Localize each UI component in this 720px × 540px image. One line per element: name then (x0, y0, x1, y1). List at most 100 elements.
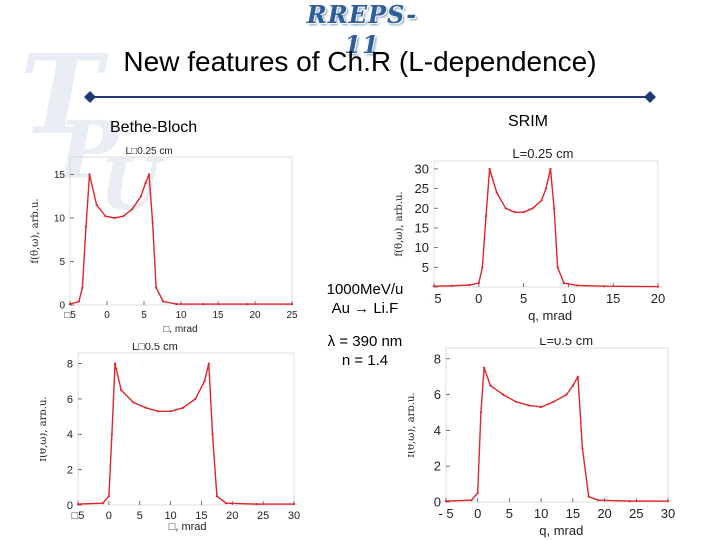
x-tick-label: 10 (175, 310, 187, 321)
data-point (101, 502, 104, 505)
energy-text: 1000MeV/u (326, 281, 404, 298)
data-point (203, 380, 206, 383)
data-point (246, 303, 249, 306)
data-point (483, 366, 486, 369)
y-tick-label: 0 (59, 301, 65, 312)
refractive-index-text: n = 1.4 (341, 352, 389, 369)
data-point (540, 406, 543, 409)
data-point (157, 410, 160, 413)
plot-frame (77, 352, 295, 506)
data-point (587, 495, 590, 498)
data-point (581, 447, 584, 450)
plot-title: L□0.25 cm (126, 146, 173, 157)
plot-frame (69, 156, 293, 306)
data-point (479, 411, 482, 414)
data-point (552, 400, 555, 403)
data-point (470, 499, 473, 502)
data-point (571, 384, 574, 387)
data-point (290, 303, 294, 306)
data-point (181, 406, 184, 409)
data-point (113, 216, 116, 219)
data-point (255, 503, 259, 506)
y-tick-label: 8 (67, 358, 73, 370)
y-tick-label: 25 (415, 181, 429, 196)
x-tick-label: 5 (137, 510, 143, 522)
x-tick-label: 25 (286, 310, 298, 321)
data-point (502, 393, 505, 396)
x-tick-label: 15 (606, 291, 620, 306)
y-tick-label: 6 (67, 394, 73, 406)
data-point (122, 215, 125, 218)
y-tick-label: 30 (415, 161, 429, 176)
series-line-0 (77, 362, 294, 505)
y-tick-label: 10 (54, 213, 66, 224)
plot-srim-025cm: - 505101520051015202530L=0.25 cmq, mradf… (394, 146, 665, 323)
y-tick-label: 15 (54, 170, 66, 181)
conference-logo: RREPS-11 (306, 0, 418, 59)
data-point (544, 187, 548, 190)
plot-frame (433, 160, 659, 288)
plot-frame (445, 347, 669, 503)
data-point (656, 285, 660, 288)
x-tick-label: 0 (106, 510, 112, 522)
x-tick-label: 0 (104, 310, 110, 321)
data-point (144, 182, 147, 185)
data-point (477, 282, 480, 285)
x-tick-label: 10 (561, 291, 575, 306)
data-point (81, 286, 84, 289)
data-point (151, 221, 154, 224)
x-tick-label: 15 (195, 510, 207, 522)
data-point (95, 203, 98, 206)
data-point (562, 282, 565, 285)
series-line-0 (69, 173, 292, 305)
y-tick-label: 4 (434, 423, 441, 438)
x-tick-label: 20 (249, 310, 261, 321)
x-tick-label: - 5 (438, 506, 453, 521)
x-tick-label: □5 (72, 510, 85, 522)
data-point (77, 300, 80, 303)
y-tick-label: 0 (434, 495, 441, 510)
data-point (107, 495, 110, 498)
data-point (444, 500, 448, 503)
data-point (147, 173, 151, 176)
data-point (576, 284, 579, 287)
x-tick-label: 10 (164, 510, 176, 522)
x-tick-label: 25 (257, 510, 269, 522)
data-point (194, 397, 197, 401)
x-tick-label: 0 (474, 506, 481, 521)
data-point (162, 300, 165, 303)
data-point (565, 393, 568, 396)
x-tick-label: 10 (534, 506, 548, 521)
y-axis-label: f(θ,ω), arb.u. (30, 198, 41, 263)
data-point (495, 191, 498, 194)
x-tick-label: 5 (506, 506, 513, 521)
x-tick-label: 20 (651, 291, 665, 306)
data-point (207, 362, 210, 365)
data-point (556, 266, 559, 269)
x-tick-label: 15 (566, 506, 580, 521)
data-point (576, 375, 579, 378)
parameters-box: 1000MeV/u Au → Li.F λ = 390 nm n = 1.4 (300, 272, 430, 384)
data-point (432, 285, 436, 288)
data-point (597, 499, 600, 502)
data-point (175, 303, 178, 306)
data-point (488, 167, 491, 170)
x-tick-label: 5 (141, 310, 147, 321)
y-tick-label: 2 (67, 465, 73, 477)
x-axis-label: □, mrad (169, 521, 207, 533)
data-point (513, 211, 516, 214)
target-text: Au → Li.F (331, 300, 399, 317)
x-tick-label: 0 (475, 291, 482, 306)
x-tick-label: 30 (288, 510, 300, 522)
x-tick-label: 5 (520, 291, 527, 306)
data-point (489, 384, 492, 387)
data-point (484, 215, 488, 218)
plot-title: L=0.5 cm (539, 338, 593, 348)
y-tick-label: 0 (67, 500, 73, 512)
x-axis-label: □, mrad (163, 324, 197, 335)
data-point (553, 207, 556, 210)
